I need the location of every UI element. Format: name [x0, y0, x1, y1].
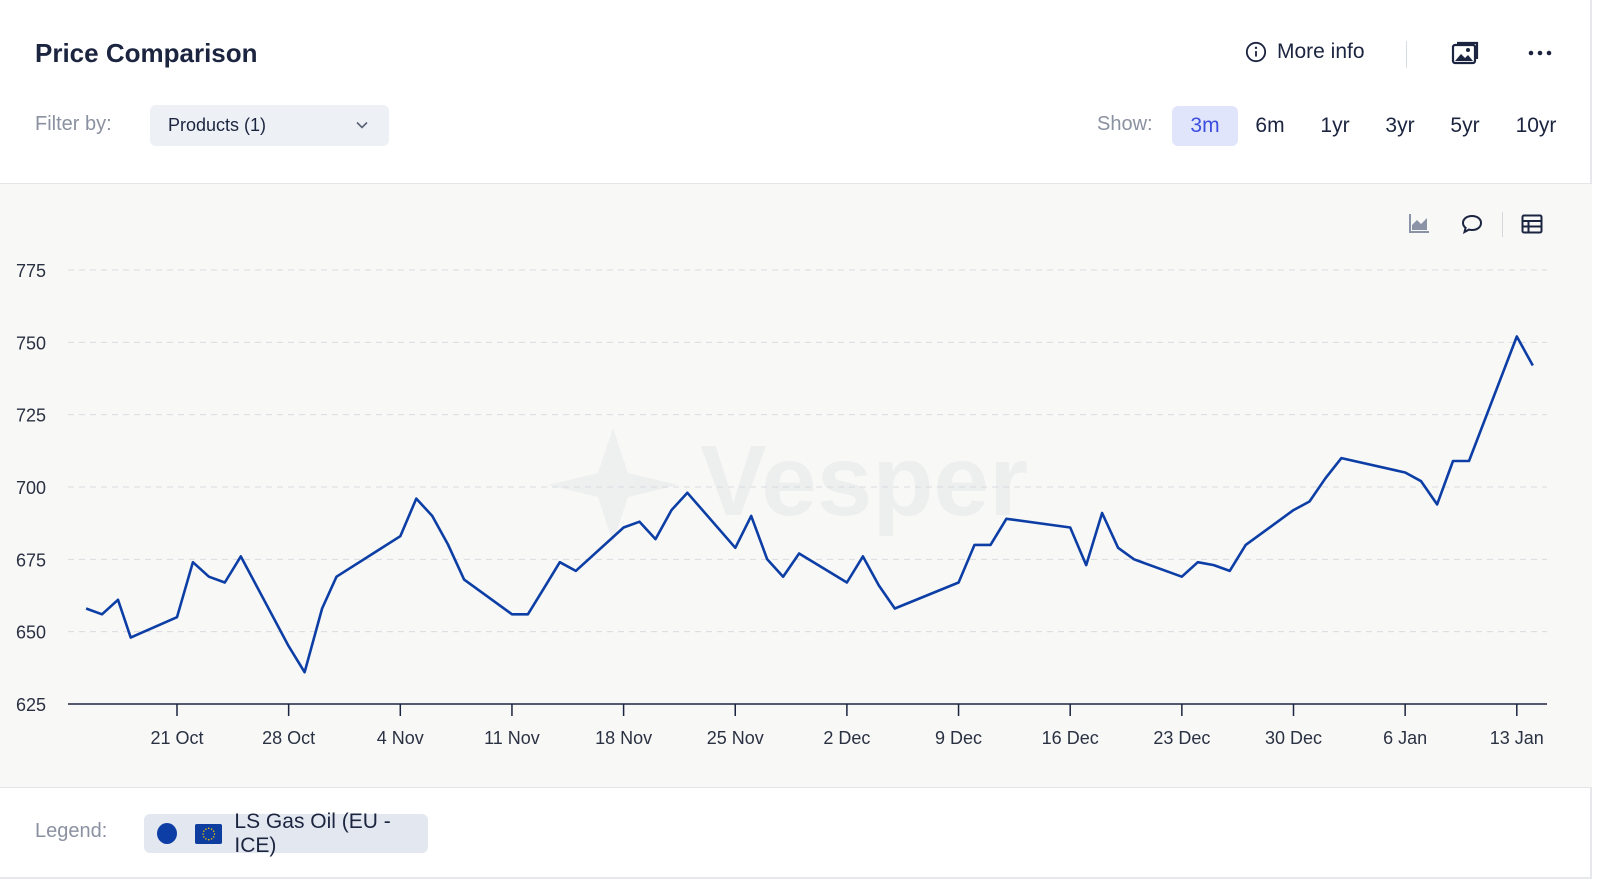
price-line-chart: Vesper 625 650 675 700 725 750 775 21 Oct 28 Oc…: [16, 261, 1547, 748]
x-tick-label: 18 Nov: [595, 728, 652, 748]
more-options-icon[interactable]: [1526, 44, 1554, 62]
x-tick-label: 28 Oct: [262, 728, 315, 748]
chevron-down-icon: [356, 121, 368, 129]
x-tick-label: 2 Dec: [823, 728, 870, 748]
y-tick-label: 725: [16, 406, 46, 426]
x-tick-label: 25 Nov: [707, 728, 764, 748]
y-tick-label: 625: [16, 695, 46, 715]
y-tick-label: 775: [16, 261, 46, 281]
image-export-icon[interactable]: [1451, 40, 1479, 66]
table-icon[interactable]: [1520, 212, 1544, 236]
x-tick-label: 13 Jan: [1490, 728, 1544, 748]
eu-flag-icon: [194, 823, 223, 844]
range-10yr-button[interactable]: 10yr: [1515, 114, 1557, 137]
y-tick-label: 750: [16, 333, 46, 353]
x-tick-label: 23 Dec: [1153, 728, 1210, 748]
x-tick-label: 11 Nov: [484, 728, 540, 748]
range-3m-button[interactable]: 3m: [1172, 106, 1238, 146]
products-filter-select[interactable]: Products (1): [150, 105, 389, 146]
legend-series-name: LS Gas Oil (EU - ICE): [234, 809, 391, 857]
show-label: Show:: [1097, 113, 1153, 135]
x-tick-label: 4 Nov: [377, 728, 424, 748]
legend-label: Legend:: [35, 820, 108, 842]
y-tick-label: 700: [16, 478, 46, 498]
x-tick-label: 21 Oct: [150, 728, 203, 748]
legend-item[interactable]: LS Gas Oil (EU - ICE): [144, 810, 428, 857]
card-title: Price Comparison: [35, 38, 258, 68]
more-info-button[interactable]: More info: [1245, 40, 1365, 64]
info-icon: [1245, 41, 1267, 63]
products-filter-value: Products (1): [168, 115, 267, 135]
watermark-text: Vesper: [700, 425, 1028, 537]
vesper-watermark: Vesper: [548, 425, 1028, 543]
comment-icon[interactable]: [1460, 212, 1484, 236]
x-tick-label: 30 Dec: [1265, 728, 1322, 748]
filter-label: Filter by:: [35, 113, 112, 135]
chart-area: [0, 183, 1592, 788]
area-chart-icon[interactable]: [1407, 211, 1431, 235]
y-tick-label: 675: [16, 550, 46, 570]
series-line-ls-gas-oil[interactable]: [85, 335, 1534, 674]
range-1yr-button[interactable]: 1yr: [1320, 114, 1350, 137]
range-3yr-button[interactable]: 3yr: [1385, 114, 1415, 137]
more-info-label: More info: [1277, 40, 1365, 63]
y-tick-label: 650: [16, 623, 46, 643]
series-color-dot: [157, 823, 177, 844]
toolbar-divider: [1502, 212, 1503, 237]
range-6m-button[interactable]: 6m: [1255, 114, 1285, 137]
header-divider: [1406, 41, 1407, 68]
x-tick-label: 6 Jan: [1383, 728, 1427, 748]
x-tick-label: 16 Dec: [1042, 728, 1099, 748]
range-5yr-button[interactable]: 5yr: [1450, 114, 1480, 137]
x-tick-label: 9 Dec: [935, 728, 982, 748]
